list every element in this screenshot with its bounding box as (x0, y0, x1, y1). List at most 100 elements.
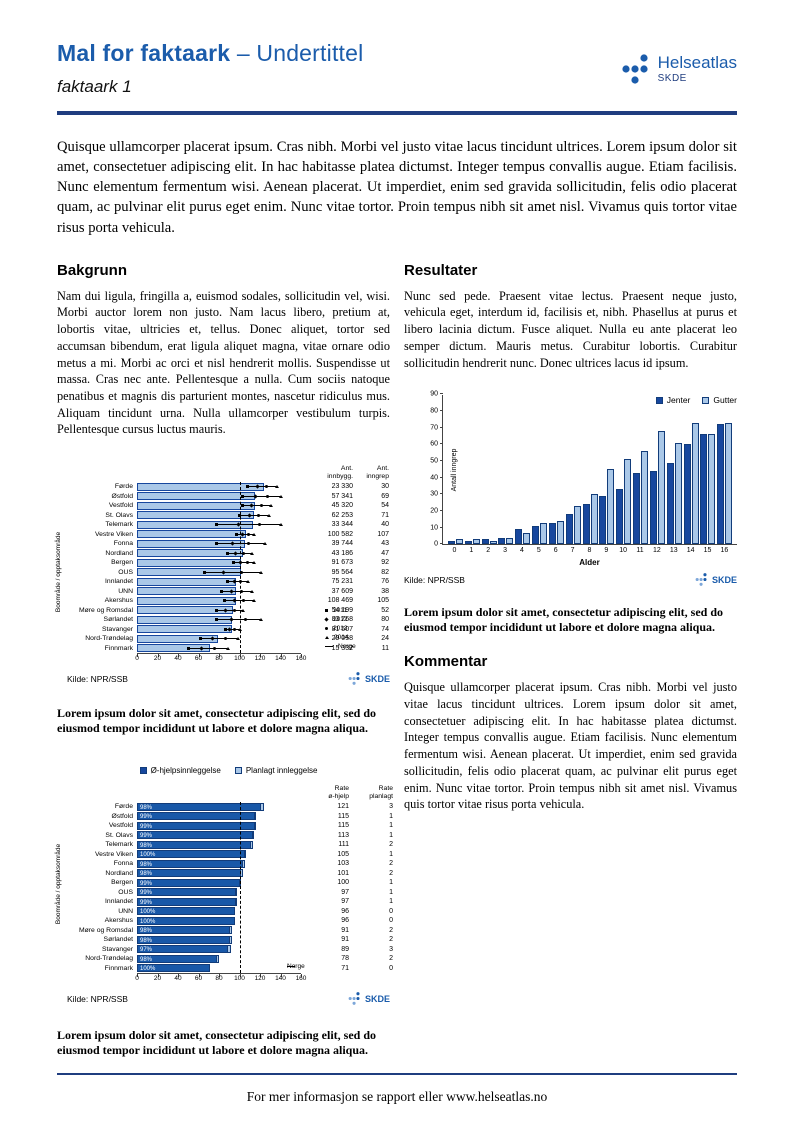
page-header: Mal for faktaark – Undertittel faktaark … (57, 40, 737, 97)
x-tick-label: 13 (669, 547, 678, 555)
jenter-bar (666, 462, 674, 545)
jenter-bar (616, 489, 624, 545)
chart1-row: Telemark 33 344 40 (67, 520, 390, 530)
bar-track (137, 587, 301, 597)
legend-label: 2012 (333, 616, 348, 624)
year-range-whisker (236, 533, 254, 535)
chart1-row: Østfold 57 341 69 (67, 492, 390, 502)
value-rate-ohjelp: 100 (337, 879, 349, 887)
planlagt-segment (229, 927, 232, 934)
bar-group (481, 395, 498, 545)
axis-tick-label: 0 (135, 975, 139, 983)
year-marker-2014 (262, 542, 267, 546)
year-marker-2011 (225, 551, 229, 555)
year-marker-2014 (241, 608, 246, 612)
value-rate-ohjelp: 71 (341, 964, 349, 972)
region-label: Vestre Viken (94, 850, 133, 858)
logo-text: Helseatlas SKDE (658, 54, 737, 84)
stacked-bar: 100% (137, 916, 236, 925)
value-innbygg: 54 199 (331, 606, 353, 614)
region-label: Stavanger (102, 625, 133, 633)
region-label: Nord-Trøndelag (85, 635, 133, 643)
planlagt-segment (235, 898, 237, 905)
chart2-source-row: Kilde: NPR/SSB SKDE (404, 572, 737, 587)
region-label: Nord-Trøndelag (85, 955, 133, 963)
year-marker-2013 (240, 589, 244, 593)
bar-track (137, 549, 301, 559)
region-label: Østfold (111, 492, 133, 500)
bar-track (137, 615, 301, 625)
year-marker-2011 (225, 580, 229, 584)
bar-track: 98% (137, 859, 301, 869)
value-rate-planlagt: 1 (389, 822, 393, 830)
legend-item: 2013 (325, 624, 356, 633)
planlagt-segment (229, 936, 232, 943)
skde-dots-icon (348, 672, 360, 685)
ohjelp-percent-label: 100% (140, 918, 156, 925)
value-innbygg: 91 673 (331, 559, 353, 567)
bar-track: 100% (137, 907, 301, 917)
page-title-suffix: – Undertittel (236, 40, 364, 66)
value-innbygg: 43 186 (331, 549, 353, 557)
x-tick-label: 8 (587, 547, 592, 555)
stacked-bar: 99% (137, 897, 238, 906)
ohjelp-percent-label: 100% (140, 966, 156, 973)
value-innbygg: 45 320 (331, 502, 353, 510)
stacked-bar: 98% (137, 840, 253, 849)
chart1-rows: Førde 23 330 30 Østfold 57 341 69 Vestfold 45 3… (67, 482, 390, 654)
region-label: Sørlandet (103, 616, 133, 624)
right-column: Resultater Nunc sed pede. Praesent vitae… (404, 262, 737, 1058)
bar-group (716, 395, 733, 545)
chart3-y-axis-label: Boområde / opptaksområde (55, 843, 62, 925)
bar-group (615, 395, 632, 545)
chart3-row: Vestfold 99% 115 1 (67, 821, 393, 831)
value-rate-ohjelp: 97 (341, 888, 349, 896)
axis-tickmark (137, 974, 138, 977)
value-inngrep: 30 (381, 483, 389, 491)
chart3-source-row: Kilde: NPR/SSB SKDE (67, 991, 390, 1006)
chart3-axis-ticks: 0 20 40 60 80 100 120 140 160 (135, 973, 306, 986)
y-tick-label: 90 (430, 390, 438, 398)
region-label: Vestfold (108, 502, 133, 510)
bar-track (137, 539, 301, 549)
square-marker-icon (325, 609, 328, 613)
value-rate-planlagt: 2 (389, 860, 393, 868)
value-inngrep: 11 (381, 644, 389, 652)
chart1-row: Vestre Viken 100 582 107 (67, 530, 390, 540)
year-range-whisker (242, 495, 281, 497)
header-titles: Mal for faktaark – Undertittel faktaark … (57, 40, 363, 97)
value-rate-planlagt: 0 (389, 964, 393, 972)
year-marker-2013 (242, 599, 246, 603)
value-rate-planlagt: 3 (389, 803, 393, 811)
bar-group (632, 395, 649, 545)
value-innbygg: 75 231 (331, 578, 353, 586)
chart3-skde-logo: SKDE (348, 991, 390, 1006)
year-marker-2014 (250, 551, 255, 555)
chart3-row: Sørlandet 98% 91 2 (67, 935, 393, 945)
chart3-row: Akershus 100% 96 0 (67, 916, 393, 926)
bar-group (649, 395, 666, 545)
x-tick-label: 0 (452, 547, 457, 555)
bakgrunn-body: Nam dui ligula, fringilla a, euismod sod… (57, 288, 390, 437)
chart2-legend: Jenter Gutter (655, 395, 737, 405)
axis-tick-label: 40 (174, 975, 182, 983)
ohjelp-percent-label: 98% (140, 861, 153, 868)
jenter-bar (464, 540, 472, 545)
year-marker-2012 (253, 493, 258, 499)
chart1-row: Fonna 39 744 43 (67, 539, 390, 549)
axis-tickmark (301, 974, 302, 977)
region-label: Telemark (105, 841, 133, 849)
value-innbygg: 29 058 (331, 635, 353, 643)
year-marker-2014 (274, 485, 279, 489)
legend-label: 2011 (333, 607, 347, 615)
value-rate-planlagt: 1 (389, 831, 393, 839)
region-label: Vestre Viken (94, 530, 133, 538)
year-range-whisker (204, 571, 260, 573)
y-tickmark (440, 443, 443, 445)
axis-tick-label: 160 (295, 975, 307, 983)
bar-track (137, 501, 301, 511)
x-tick-label: 2 (486, 547, 491, 555)
jenter-bar (599, 495, 607, 545)
value-rate-planlagt: 0 (389, 917, 393, 925)
y-tickmark (440, 393, 443, 395)
